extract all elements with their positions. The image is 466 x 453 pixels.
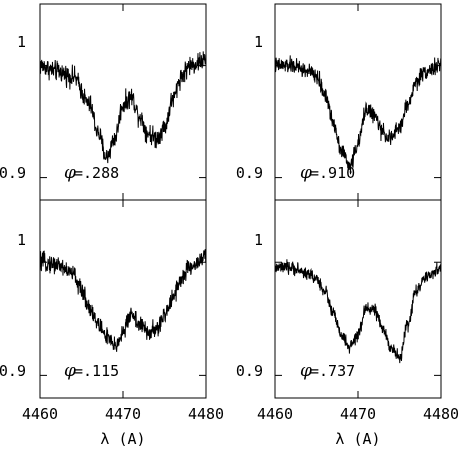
spectrum-line xyxy=(39,51,207,164)
spectrum-line xyxy=(39,249,207,352)
x-tick-label-4480: 4480 xyxy=(423,405,459,423)
y-tick-label-1: 1 xyxy=(254,33,263,51)
y-tick-label-1: 1 xyxy=(17,33,26,51)
x-tick-label-4460: 4460 xyxy=(22,405,58,423)
panel-top-right: 1 0.9 φ =.910 xyxy=(236,3,442,201)
y-tick-label-0.9: 0.9 xyxy=(236,362,263,380)
phase-label: =.115 xyxy=(74,362,119,380)
phase-label: =.910 xyxy=(310,164,355,182)
tick-marks xyxy=(274,200,442,398)
y-tick-label-1: 1 xyxy=(254,231,263,249)
phase-label: =.737 xyxy=(310,362,355,380)
y-tick-label-0.9: 0.9 xyxy=(0,164,26,182)
y-tick-label-0.9: 0.9 xyxy=(236,164,263,182)
spectrum-line xyxy=(274,55,442,175)
phase-symbol: φ xyxy=(64,163,76,183)
x-axis-label: λ (A) xyxy=(335,430,380,448)
phase-symbol: φ xyxy=(64,361,76,381)
spectrum-line xyxy=(274,259,442,364)
phase-label: =.288 xyxy=(74,164,119,182)
panel-top-left: 1 0.9 φ =.288 xyxy=(0,3,207,201)
x-tick-label-4470: 4470 xyxy=(340,405,376,423)
x-tick-label-4470: 4470 xyxy=(105,405,141,423)
y-tick-label-1: 1 xyxy=(17,231,26,249)
x-axis-label: λ (A) xyxy=(100,430,145,448)
phase-symbol: φ xyxy=(300,163,312,183)
panel-bottom-left: 1 0.9 φ =.115 4460 4470 4480 λ (A) xyxy=(0,199,224,448)
x-tick-label-4460: 4460 xyxy=(257,405,293,423)
x-tick-label-4480: 4480 xyxy=(188,405,224,423)
y-tick-label-0.9: 0.9 xyxy=(0,362,26,380)
phase-symbol: φ xyxy=(300,361,312,381)
panel-bottom-right: 1 0.9 φ =.737 4460 4470 4480 λ (A) xyxy=(236,199,459,448)
